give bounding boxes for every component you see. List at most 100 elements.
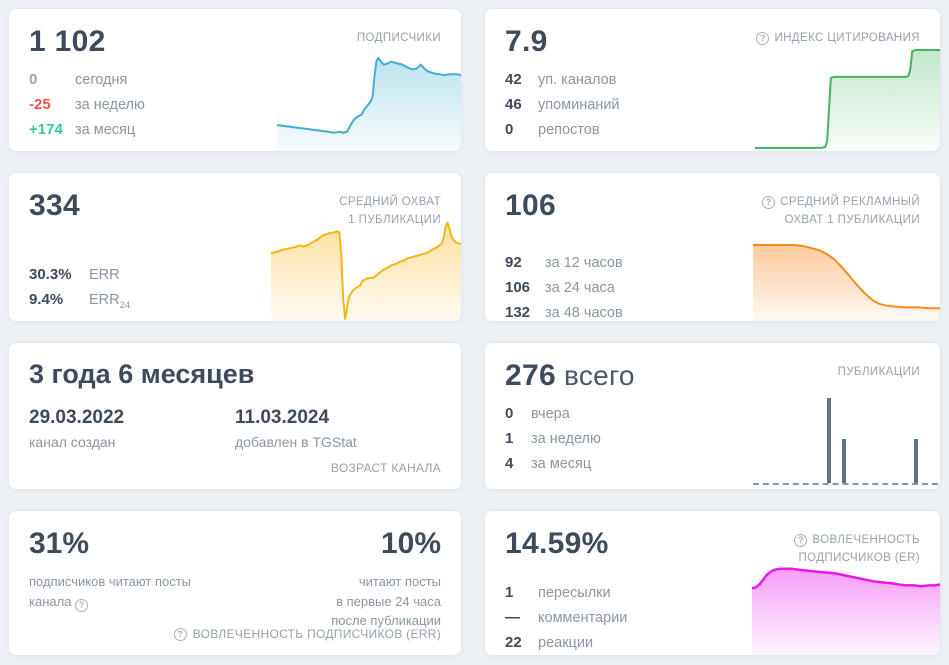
bar: [827, 398, 831, 483]
bar: [841, 438, 846, 483]
card-title-line2: 1 ПУБЛИКАЦИИ: [348, 214, 441, 227]
err-left-block: 31% подписчиков читают посты канала ?: [29, 527, 219, 612]
bar-chart-baseline: [753, 483, 938, 485]
stat-value: 106: [505, 278, 531, 296]
stat-label: за неделю: [531, 431, 601, 447]
stat-value: 42: [505, 71, 522, 88]
stat-value: 0: [29, 71, 38, 88]
stat-label: за месяц: [75, 122, 136, 138]
stat-value: 22: [505, 633, 522, 651]
card-channel-age: 3 года 6 месяцев 29.03.2022 канал создан…: [8, 342, 462, 490]
card-average-reach: 334 СРЕДНИЙ ОХВАТ 1 ПУБЛИКАЦИИ 30.3% ERR 9…: [8, 172, 462, 322]
publications-bar-chart: [753, 393, 938, 485]
stat-row: -25 за неделю: [29, 96, 441, 114]
card-publications: 276 всего ПУБЛИКАЦИИ 0 вчера 1 за неделю 4 за …: [484, 342, 941, 490]
ad-reach-stats: 92 за 12 часов 106 за 24 часа 132 за 48 часов: [505, 254, 920, 321]
card-title-er: ? ВОВЛЕЧЕННОСТЬ ПОДПИСЧИКОВ (ER): [794, 527, 920, 568]
channel-age-value: 3 года 6 месяцев: [29, 359, 255, 389]
card-title-average-ad-reach: ? СРЕДНИЙ РЕКЛАМНЫЙ ОХВАТ 1 ПУБЛИКАЦИИ: [762, 189, 920, 230]
stat-row: 92 за 12 часов: [505, 254, 920, 272]
stat-row: 0 репостов: [505, 121, 920, 139]
help-icon[interactable]: ?: [756, 31, 770, 45]
stat-row: — комментарии: [505, 609, 920, 627]
citation-sparkline-chart: [755, 48, 940, 151]
card-title-publications: ПУБЛИКАЦИИ: [837, 366, 920, 378]
stat-row: 0 вчера: [505, 405, 920, 423]
stat-row: 1 за неделю: [505, 430, 920, 448]
subscribers-sparkline-chart: [277, 55, 461, 151]
channel-added-block: 11.03.2024 добавлен в TGStat: [235, 407, 441, 450]
er-stats: 1 пересылки — комментарии 22 реакции: [505, 584, 920, 652]
card-title-line1: СРЕДНИЙ ОХВАТ: [339, 196, 441, 208]
stat-row: 42 уп. каналов: [505, 71, 920, 89]
help-icon[interactable]: ?: [173, 627, 187, 641]
err-read-caption: подписчиков читают посты канала ?: [29, 572, 219, 612]
err-read-percent: 31%: [29, 527, 90, 560]
card-title-average-reach: СРЕДНИЙ ОХВАТ 1 ПУБЛИКАЦИИ: [339, 189, 441, 230]
stat-value: 46: [505, 96, 522, 113]
stat-row: 46 упоминаний: [505, 96, 920, 114]
subscribers-stats: 0 сегодня -25 за неделю +174 за месяц: [29, 71, 441, 139]
stat-value: 1: [505, 583, 514, 601]
err-24h-caption: читают посты в первые 24 часа после публ…: [331, 572, 441, 631]
stat-row: 30.3% ERR: [29, 266, 441, 284]
publications-total: 276 всего: [505, 359, 635, 392]
channel-age-footer: ВОЗРАСТ КАНАЛА: [331, 461, 441, 475]
stat-value: +174: [29, 121, 63, 138]
caption-line3: после публикации: [331, 613, 441, 628]
card-title-line2: ОХВАТ 1 ПУБЛИКАЦИИ: [784, 214, 920, 227]
help-icon[interactable]: ?: [75, 598, 89, 612]
card-citation-index: 7.9 ? ИНДЕКС ЦИТИРОВАНИЯ 42 уп. каналов 46…: [484, 8, 941, 152]
channel-dates: 29.03.2022 канал создан 11.03.2024 добав…: [29, 407, 441, 450]
stat-value: 0: [505, 121, 514, 138]
stat-label: ERR24: [89, 291, 131, 311]
stat-row: 1 пересылки: [505, 584, 920, 602]
stat-label: за 12 часов: [545, 254, 623, 271]
stat-value: 1: [505, 430, 514, 447]
stat-value: 4: [505, 455, 514, 472]
err-footer-label: ВОВЛЕЧЕННОСТЬ ПОДПИСЧИКОВ (ERR): [192, 627, 441, 641]
err-footer: ? ВОВЛЕЧЕННОСТЬ ПОДПИСЧИКОВ (ERR): [173, 627, 441, 641]
card-title-line1: СРЕДНИЙ РЕКЛАМНЫЙ: [780, 196, 920, 208]
subscribers-count: 1 102: [29, 25, 106, 58]
stat-value: 30.3%: [29, 265, 72, 283]
stat-row: 0 сегодня: [29, 71, 441, 89]
card-title-subscribers: ПОДПИСЧИКИ: [356, 32, 441, 44]
stat-row: +174 за месяц: [29, 121, 441, 139]
card-er: 14.59% ? ВОВЛЕЧЕННОСТЬ ПОДПИСЧИКОВ (ER) …: [484, 510, 941, 656]
reach-sparkline-chart: [271, 213, 461, 321]
err-right-block: 10% читают посты в первые 24 часа после …: [331, 527, 441, 631]
er-value: 14.59%: [505, 527, 609, 560]
stat-row: 9.4% ERR24: [29, 291, 441, 315]
publications-total-suffix: всего: [563, 360, 635, 391]
help-icon[interactable]: ?: [762, 195, 776, 209]
stat-label: сегодня: [75, 72, 128, 88]
stat-value: -25: [29, 96, 51, 113]
stat-label: ERR: [89, 266, 120, 283]
card-average-ad-reach: 106 ? СРЕДНИЙ РЕКЛАМНЫЙ ОХВАТ 1 ПУБЛИКАЦ…: [484, 172, 941, 322]
stat-label: вчера: [531, 406, 570, 422]
card-title-line2: ПОДПИСЧИКОВ (ER): [798, 552, 920, 565]
help-icon[interactable]: ?: [794, 533, 808, 547]
channel-created-label: канал создан: [29, 434, 116, 451]
publications-total-value: 276: [505, 359, 556, 392]
stat-label: за неделю: [75, 97, 145, 113]
caption-line1: читают посты: [358, 574, 441, 589]
stat-label: реакции: [538, 634, 594, 651]
bar: [913, 438, 918, 483]
card-title-line1: ВОВЛЕЧЕННОСТЬ: [812, 534, 920, 546]
stat-label: за 48 часов: [545, 304, 623, 321]
err-24h-percent: 10%: [380, 527, 441, 560]
channel-created-block: 29.03.2022 канал создан: [29, 407, 235, 450]
stat-label: упоминаний: [538, 97, 620, 113]
stat-value: 92: [505, 253, 522, 271]
stat-label: уп. каналов: [538, 72, 617, 88]
ad-reach-sparkline-chart: [753, 241, 940, 321]
stat-label: за месяц: [531, 456, 592, 472]
er-sparkline-chart: [752, 557, 940, 655]
stat-value: 132: [505, 303, 531, 321]
card-subscribers: 1 102 ПОДПИСЧИКИ 0 сегодня -25 за неделю +17…: [8, 8, 462, 152]
card-err: 31% подписчиков читают посты канала ? 10…: [8, 510, 462, 656]
publications-stats: 0 вчера 1 за неделю 4 за месяц: [505, 405, 920, 473]
